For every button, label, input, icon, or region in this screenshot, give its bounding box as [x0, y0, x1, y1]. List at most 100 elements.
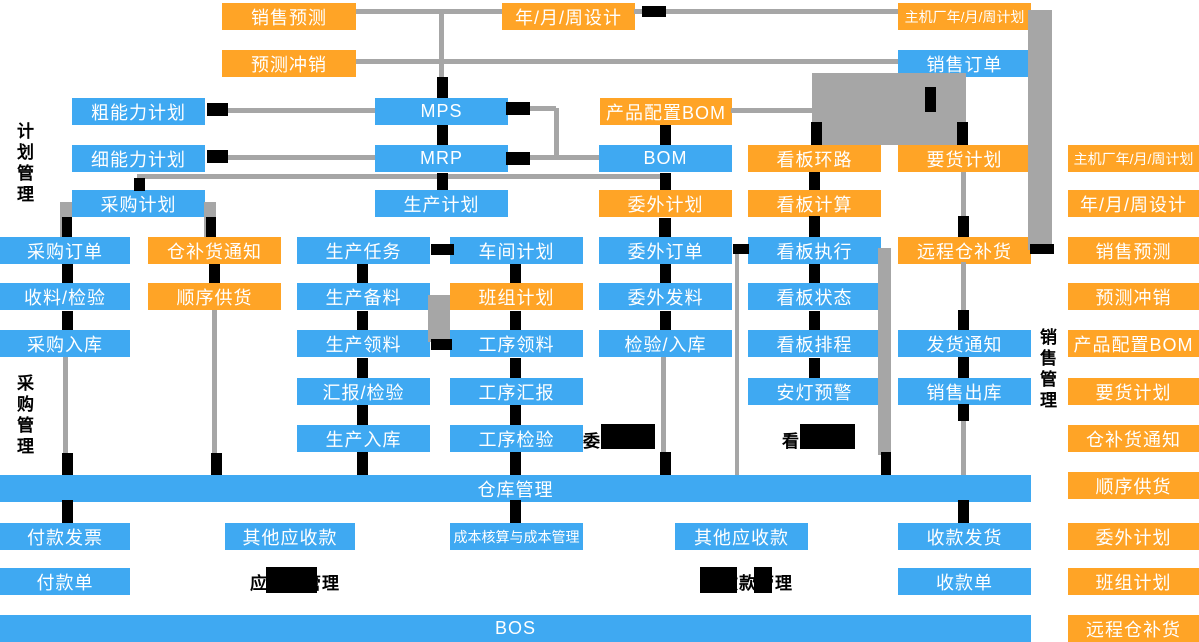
- connector-arrow-segment: [958, 216, 969, 237]
- product-config-bom: 产品配置BOM: [600, 98, 732, 125]
- mrp: MRP: [375, 145, 508, 172]
- kanban-calculation: 看板计算: [748, 190, 881, 217]
- connector-arrow-segment: [809, 311, 820, 330]
- connector-line: [428, 295, 450, 342]
- bom: BOM: [599, 145, 732, 172]
- connector-arrow-segment: [62, 264, 73, 283]
- connector-line: [634, 9, 898, 14]
- forecast-writeoff: 预测冲销: [222, 50, 356, 77]
- receiving-inspection: 收料/检验: [0, 283, 130, 310]
- connector-line: [528, 155, 599, 160]
- right-panel-item-2: 销售预测: [1068, 237, 1199, 264]
- right-panel-item-7: 顺序供货: [1068, 472, 1199, 499]
- production-inbound: 生产入库: [297, 425, 430, 452]
- kanban-execution: 看板执行: [748, 237, 881, 264]
- rough-capacity-plan: 粗能力计划: [72, 98, 205, 125]
- outsourcing-order: 委外订单: [599, 237, 732, 264]
- connector-arrow-segment: [642, 6, 666, 17]
- connector-line: [439, 11, 444, 77]
- right-panel-item-3: 预测冲销: [1068, 283, 1199, 310]
- connector-arrow-segment: [601, 424, 655, 449]
- connector-arrow-segment: [659, 218, 671, 237]
- outsourcing-plan: 委外计划: [599, 190, 732, 217]
- purchase-plan: 采购计划: [72, 190, 205, 217]
- connector-arrow-segment: [800, 424, 855, 449]
- right-panel-item-1: 年/月/周设计: [1068, 190, 1199, 217]
- fine-capacity-plan: 细能力计划: [72, 145, 205, 172]
- sales-forecast: 销售预测: [222, 3, 356, 30]
- connector-line: [528, 106, 556, 111]
- sales-management-label: 销售管理: [1037, 328, 1056, 412]
- delivery-plan: 要货计划: [898, 145, 1031, 172]
- connector-arrow-segment: [211, 453, 222, 475]
- other-receivables-left: 其他应收款: [225, 523, 355, 550]
- connector-arrow-segment: [510, 452, 521, 475]
- connector-arrow-segment: [209, 264, 220, 283]
- workshop-plan: 车间计划: [450, 237, 583, 264]
- connector-line: [554, 108, 559, 158]
- connector-arrow-segment: [957, 122, 968, 145]
- connector-line: [63, 357, 68, 457]
- connector-arrow-segment: [207, 150, 228, 163]
- connector-arrow-segment: [958, 404, 969, 421]
- connector-arrow-segment: [506, 152, 530, 165]
- payment-invoice: 付款发票: [0, 523, 130, 550]
- connector-arrow-segment: [62, 217, 72, 237]
- connector-arrow-segment: [510, 264, 521, 283]
- connector-line: [878, 248, 891, 455]
- connector-arrow-segment: [62, 311, 73, 330]
- purchase-management-label: 采购管理: [14, 374, 33, 458]
- cost-accounting: 成本核算与成本管理: [450, 523, 583, 550]
- connector-arrow-segment: [660, 173, 671, 190]
- sales-order: 销售订单: [898, 50, 1031, 77]
- other-receivables-right: 其他应收款: [675, 523, 808, 550]
- right-panel-item-5: 要货计划: [1068, 378, 1199, 405]
- connector-arrow-segment: [1030, 244, 1054, 254]
- production-plan: 生产计划: [375, 190, 508, 217]
- process-report: 工序汇报: [450, 378, 583, 405]
- connector-arrow-segment: [660, 452, 671, 475]
- connector-arrow-segment: [660, 264, 671, 283]
- purchase-order: 采购订单: [0, 237, 130, 264]
- connector-arrow-segment: [431, 244, 454, 255]
- right-panel-item-4: 产品配置BOM: [1068, 330, 1199, 357]
- connector-arrow-segment: [357, 311, 368, 330]
- connector-line: [228, 155, 375, 160]
- connector-arrow-segment: [266, 567, 317, 593]
- connector-line: [731, 108, 812, 113]
- sales-outbound: 销售出库: [898, 378, 1031, 405]
- plan-management-label: 计划管理: [14, 122, 33, 206]
- outsourcing-material-issue: 委外发料: [599, 283, 732, 310]
- connector-arrow-segment: [809, 172, 820, 190]
- connector-arrow-segment: [809, 216, 820, 237]
- connector-arrow-segment: [357, 405, 368, 425]
- payment-slip: 付款单: [0, 568, 130, 595]
- process-material-issue: 工序领料: [450, 330, 583, 357]
- andon-warning: 安灯预警: [748, 378, 881, 405]
- report-inspection: 汇报/检验: [297, 378, 430, 405]
- connector-arrow-segment: [357, 358, 368, 378]
- connector-arrow-segment: [809, 358, 820, 378]
- shipping-notice: 发货通知: [898, 330, 1031, 357]
- connector-line: [212, 310, 217, 457]
- connector-arrow-segment: [437, 77, 448, 98]
- connector-arrow-segment: [510, 358, 521, 378]
- connector-arrow-segment: [62, 500, 73, 523]
- connector-arrow-segment: [510, 405, 521, 425]
- warehouse-management-bar: 仓库管理: [0, 475, 1031, 502]
- production-task: 生产任务: [297, 237, 430, 264]
- connector-arrow-segment: [754, 567, 772, 593]
- connector-arrow-segment: [506, 102, 530, 115]
- bos-bar: BOS: [0, 615, 1031, 642]
- connector-arrow-segment: [206, 217, 216, 237]
- process-inspection: 工序检验: [450, 425, 583, 452]
- connector-arrow-segment: [207, 103, 228, 116]
- connector-arrow-segment: [700, 567, 737, 593]
- remote-warehouse-replenish: 远程仓补货: [898, 237, 1031, 264]
- connector-arrow-segment: [958, 310, 969, 330]
- connector-line: [735, 249, 739, 475]
- connector-line: [961, 404, 966, 475]
- connector-arrow-segment: [510, 500, 521, 523]
- purchase-inbound: 采购入库: [0, 330, 130, 357]
